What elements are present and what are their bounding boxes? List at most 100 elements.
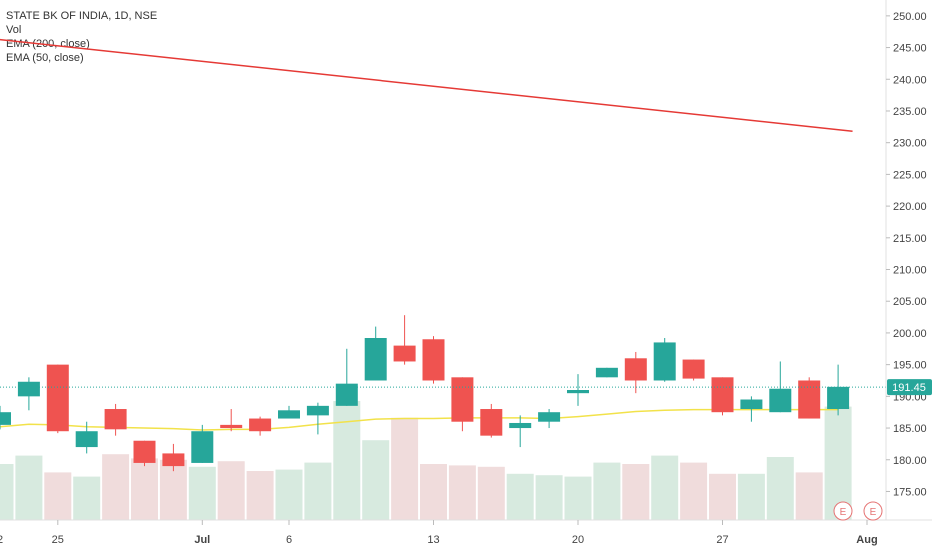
ema-50-line [0,408,839,431]
price-tick-label: 225.00 [893,169,927,181]
legend-volume[interactable]: Vol [6,24,22,36]
time-tick-label: 27 [716,534,728,546]
candle-body[interactable] [538,412,561,422]
legend-ema-50[interactable]: EMA (50, close) [6,52,84,64]
price-tick-label: 200.00 [893,328,927,340]
price-tick-label: 245.00 [893,43,927,55]
candle-body[interactable] [798,380,821,419]
price-axis[interactable]: 175.00180.00185.00190.00195.00200.00205.… [885,0,927,520]
volume-bar [217,461,245,520]
volume-bar [102,454,130,520]
volume-bar [15,455,43,520]
candle-body[interactable] [17,381,40,397]
candle-body[interactable] [220,424,243,429]
volume-bar [593,462,621,520]
earnings-marker-circle [833,501,853,521]
price-tick-label: 210.00 [893,265,927,277]
price-tick-label: 240.00 [893,74,927,86]
volume-layer [0,401,852,520]
price-tick-label: 250.00 [893,11,927,23]
volume-bar [737,473,765,520]
price-tick-label: 205.00 [893,296,927,308]
price-tick-label: 230.00 [893,138,927,150]
candle-body[interactable] [306,405,329,416]
candle-body[interactable] [769,388,792,413]
time-axis[interactable]: 2 25 Jul 6 13 20 27 Aug [0,519,932,546]
volume-bar [304,462,332,520]
volume-bar [709,473,736,520]
candle-body[interactable] [162,453,185,467]
candle-body[interactable] [740,399,763,410]
volume-bar [651,455,679,520]
volume-bar [275,469,303,520]
price-tick-label: 235.00 [893,106,927,118]
candle-body[interactable] [827,386,850,410]
candle-body[interactable] [46,364,69,432]
candle-body[interactable] [133,440,156,463]
volume-bar [506,473,534,520]
ema-200-line [0,38,853,133]
time-tick-label: 13 [427,534,439,546]
volume-bar [73,476,101,520]
volume-bar [391,417,419,520]
volume-bar [680,462,708,520]
volume-bar [448,465,476,520]
volume-bar [622,464,650,520]
candle-body[interactable] [422,339,445,381]
candle-body[interactable] [393,345,416,362]
candle-body[interactable] [624,358,647,381]
time-tick-label: 6 [286,534,292,546]
chart-legend: STATE BK OF INDIA, 1D, NSE Vol EMA (200,… [6,9,157,65]
earnings-marker[interactable]: E [833,501,853,521]
volume-bar [824,406,852,520]
candle-layer [0,315,850,472]
last-price-label: 191.45 [887,379,932,396]
price-tick-label: 215.00 [893,233,927,245]
candle-body[interactable] [451,377,474,422]
time-tick-label: Jul [194,534,210,546]
price-tick-label: 175.00 [893,486,927,498]
candle-body[interactable] [364,338,387,381]
candle-body[interactable] [104,409,127,430]
earnings-marker-circle [863,501,883,521]
last-price-label-bg [887,379,932,396]
candle-body[interactable] [249,418,272,432]
ema-50-layer [0,408,839,431]
time-tick-label: Aug [856,534,877,546]
volume-bar [0,464,14,520]
candle-body[interactable] [653,342,676,381]
volume-bar [535,475,563,520]
candle-body[interactable] [0,412,11,425]
volume-bar [246,471,274,520]
candle-body[interactable] [711,377,734,413]
candle-body[interactable] [335,383,358,406]
candle-body[interactable] [682,359,705,379]
candle-body[interactable] [191,431,214,463]
volume-bar [564,476,592,520]
volume-bar [188,466,216,520]
price-tick-label: 195.00 [893,360,927,372]
candle-body[interactable] [278,410,300,419]
last-price-label-text: 191.45 [892,382,926,394]
volume-bar [44,472,72,520]
candle-body[interactable] [595,367,618,378]
volume-bar [420,464,447,520]
time-tick-label: 25 [52,534,64,546]
volume-bar [131,458,158,520]
earnings-marker-label: E [840,507,847,518]
price-tick-label: 220.00 [893,201,927,213]
earnings-marker[interactable]: E [863,501,883,521]
candle-body[interactable] [509,422,532,429]
earnings-marker-label: E [870,507,877,518]
legend-symbol[interactable]: STATE BK OF INDIA, 1D, NSE [6,10,158,22]
volume-bar [333,401,361,520]
price-tick-label: 185.00 [893,423,927,435]
candle-body[interactable] [75,431,98,448]
candle-body[interactable] [567,390,589,394]
price-tick-label: 180.00 [893,455,927,467]
volume-bar [795,472,823,520]
volume-bar [477,466,505,520]
candle-body[interactable] [480,409,503,436]
